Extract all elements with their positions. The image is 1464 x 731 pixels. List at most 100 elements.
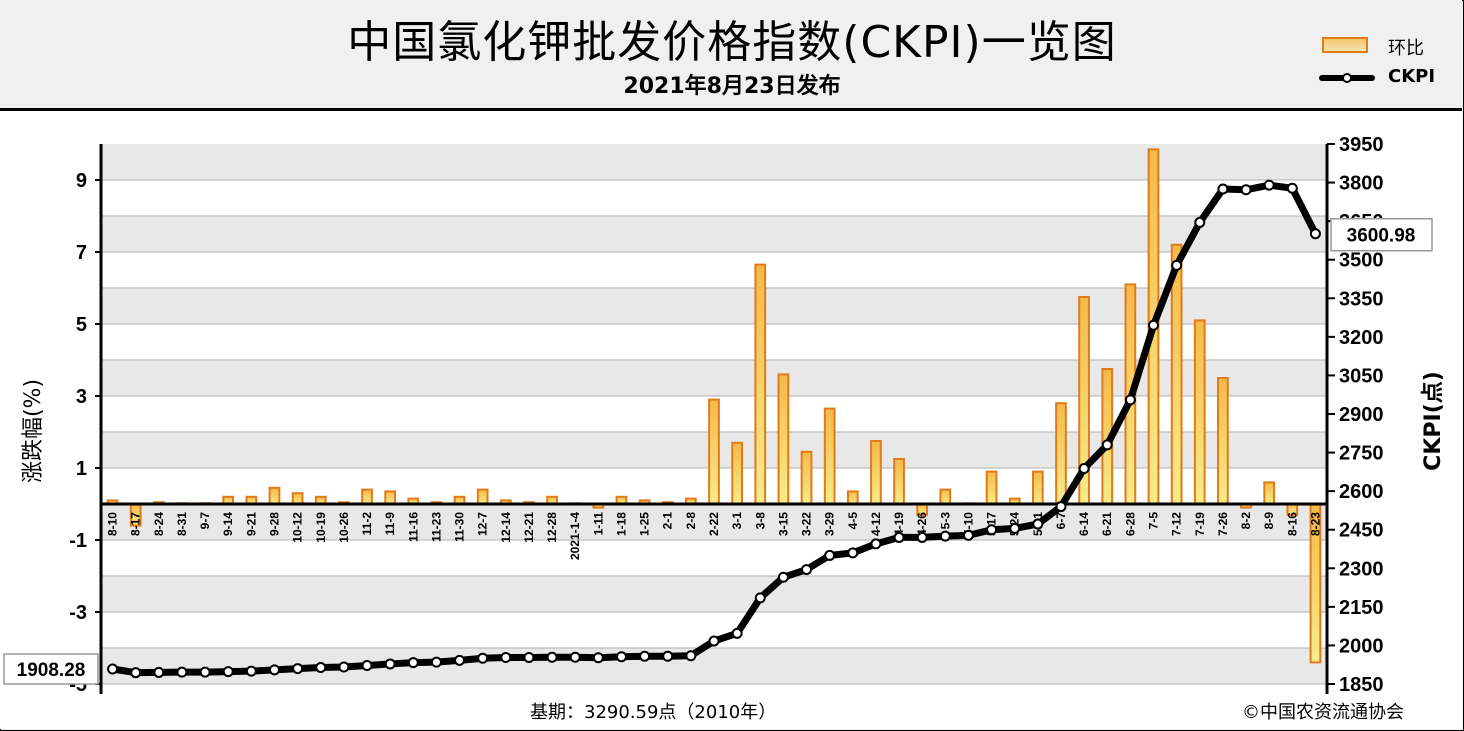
ckpi-point-8-31: [176, 666, 188, 678]
bar-11-9: [384, 490, 397, 505]
grid-band: [101, 216, 1327, 252]
ckpi-point-6-7: [1055, 501, 1067, 513]
legend-line-label: CKPI: [1388, 66, 1436, 87]
ckpi-point-12-14: [500, 652, 512, 664]
start-value-label: 1908.28: [17, 660, 86, 681]
ckpi-point-1-18: [615, 651, 627, 663]
end-value-box: [1330, 217, 1433, 252]
ckpi-point-6-21: [1101, 439, 1113, 451]
bar-10-12: [291, 492, 304, 506]
chart-title: 中国氯化钾批发价格指数(CKPI)一览图: [347, 17, 1117, 68]
x-tick-label: 6-28: [1123, 512, 1137, 536]
bar-4-19: [893, 458, 905, 505]
x-tick-label: 2-1: [661, 512, 675, 530]
ckpi-point-11-23: [430, 656, 442, 668]
x-tick-label: 12-21: [522, 512, 536, 543]
grid-band: [101, 504, 1327, 540]
ckpi-point-12-21: [523, 652, 535, 664]
ckpi-point-9-7: [199, 666, 211, 678]
x-tick-label: 7-12: [1170, 512, 1184, 536]
ckpi-point-2-1: [662, 650, 674, 662]
bar-3-8: [754, 263, 767, 505]
x-tick-label: 9-14: [221, 512, 235, 536]
x-tick-label: 5-10: [961, 512, 975, 536]
x-tick-label: 10-12: [291, 512, 305, 543]
legend: 环比 CKPI: [1318, 30, 1458, 100]
ckpi-point-8-17: [130, 667, 142, 679]
ckpi-point-10-19: [315, 662, 327, 674]
legend-bar-swatch: [1322, 37, 1368, 53]
x-tick-label: 3-22: [800, 512, 814, 536]
left-tick-label: 9: [76, 170, 87, 192]
ckpi-point-5-3: [939, 530, 951, 542]
x-tick-label: 7-19: [1193, 512, 1207, 536]
ckpi-point-4-12: [870, 538, 882, 550]
x-tick-label: 2-8: [684, 512, 698, 530]
ckpi-point-8-24: [153, 666, 165, 678]
x-tick-label: 9-21: [244, 512, 258, 536]
right-tick-label: 3350: [1339, 288, 1384, 310]
chart-svg: 97531-1-3-539503800365035003350320030502…: [3, 134, 1446, 696]
x-tick-label: 3-8: [753, 512, 767, 530]
ckpi-point-8-10: [107, 663, 119, 675]
y-right-axis-title: CKPI(点): [1420, 371, 1446, 471]
x-tick-label: 11-30: [453, 512, 467, 542]
grid-band: [101, 288, 1327, 324]
ckpi-point-8-23: [1309, 228, 1321, 240]
left-tick-label: 3: [76, 386, 87, 408]
right-tick-label: 2000: [1339, 635, 1384, 657]
ckpi-point-8-2: [1240, 184, 1252, 196]
right-tick-label: 2150: [1339, 597, 1384, 619]
x-tick-label: 9-7: [198, 512, 212, 530]
bar-12-7: [476, 488, 489, 506]
ckpi-point-12-28: [546, 651, 558, 663]
x-tick-label: 4-19: [892, 512, 906, 536]
grid-band: [101, 144, 1327, 180]
ckpi-point-9-14: [222, 666, 234, 678]
right-tick-label: 3950: [1339, 134, 1384, 156]
x-tick-label: 1-25: [638, 512, 652, 536]
ckpi-point-11-16: [407, 657, 419, 669]
start-value-box: [3, 653, 99, 685]
ckpi-point-4-26: [916, 531, 928, 543]
ckpi-point-6-14: [1078, 463, 1090, 475]
right-tick-label: 3050: [1339, 365, 1384, 387]
x-tick-label: 11-2: [360, 512, 374, 536]
right-tick-label: 1850: [1339, 674, 1384, 696]
ckpi-point-5-17: [986, 524, 998, 536]
ckpi-point-11-2: [361, 659, 373, 671]
ckpi-point-2-8: [685, 650, 697, 662]
plot-area: 97531-1-3-539503800365035003350320030502…: [0, 111, 1462, 729]
ckpi-point-2021-1-4: [569, 651, 581, 663]
x-tick-label: 1-11: [591, 512, 605, 536]
right-tick-label: 3500: [1339, 250, 1384, 272]
ckpi-point-11-30: [454, 654, 466, 666]
ckpi-point-7-5: [1148, 319, 1160, 331]
right-tick-label: 3200: [1339, 327, 1384, 349]
ckpi-point-10-26: [338, 661, 350, 673]
left-tick-label: 1: [76, 458, 87, 480]
ckpi-point-3-22: [801, 564, 813, 576]
x-tick-label: 6-7: [1054, 512, 1068, 530]
legend-item-bar: 环比: [1318, 34, 1458, 59]
ckpi-point-3-29: [824, 549, 836, 561]
chart-subtitle: 2021年8月23日发布: [623, 74, 841, 99]
ckpi-point-5-31: [1032, 518, 1044, 530]
ckpi-point-10-12: [292, 663, 304, 675]
ckpi-point-8-16: [1286, 182, 1298, 194]
ckpi-point-12-7: [477, 652, 489, 664]
x-tick-label: 11-9: [383, 512, 397, 536]
x-tick-label: 8-10: [106, 512, 120, 536]
x-tick-label: 11-23: [429, 512, 443, 542]
x-tick-label: 6-21: [1100, 512, 1114, 536]
ckpi-point-7-12: [1171, 259, 1183, 271]
bar-3-1: [731, 441, 743, 505]
bar-4-5: [846, 490, 859, 505]
ckpi-point-7-26: [1217, 183, 1229, 195]
x-tick-label: 2021-1-4: [568, 512, 582, 560]
x-tick-label: 3-15: [776, 512, 790, 536]
right-tick-label: 2600: [1339, 481, 1384, 503]
x-tick-label: 8-9: [1262, 512, 1276, 530]
ckpi-point-3-8: [754, 592, 766, 604]
x-tick-label: 7-26: [1216, 512, 1230, 536]
